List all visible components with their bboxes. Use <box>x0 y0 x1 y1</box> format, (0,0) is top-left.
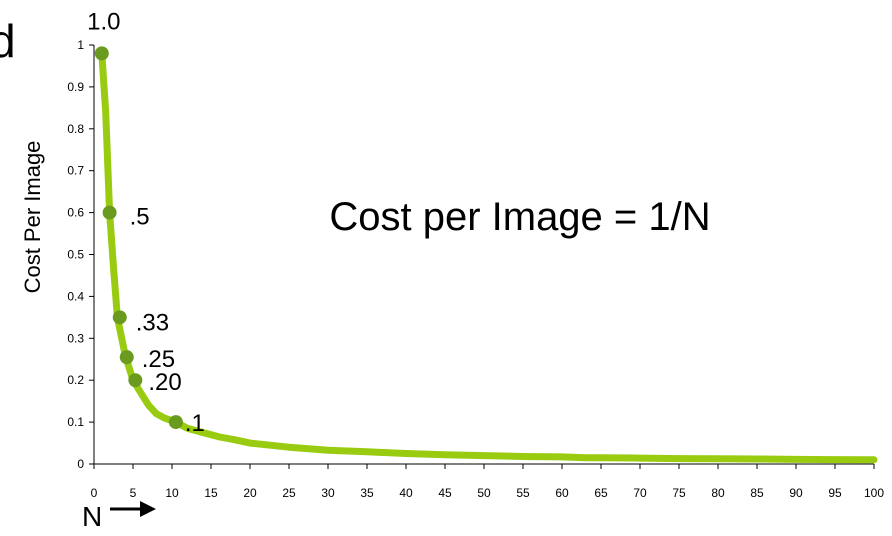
x-tick-label: 5 <box>130 486 137 500</box>
formula-annotation: Cost per Image = 1/N <box>329 195 710 239</box>
y-tick-label: 1 <box>77 38 84 52</box>
data-label: .20 <box>148 369 181 396</box>
x-tick-label: 90 <box>789 486 803 500</box>
x-tick-label: 75 <box>672 486 686 500</box>
x-tick-label: 10 <box>165 486 179 500</box>
data-label: .5 <box>130 204 150 231</box>
data-point <box>94 46 109 61</box>
x-tick-label: 65 <box>594 486 608 500</box>
data-point <box>119 350 134 365</box>
y-tick-label: 0.2 <box>67 373 84 387</box>
x-tick-label: 35 <box>360 486 374 500</box>
right-arrow-icon <box>110 501 156 517</box>
data-point <box>102 205 117 220</box>
x-tick-label: 85 <box>750 486 764 500</box>
data-point <box>128 373 143 388</box>
fragment-text: d <box>0 15 16 67</box>
x-tick-label: 20 <box>243 486 257 500</box>
series-line <box>98 49 878 464</box>
y-tick-label: 0.7 <box>67 164 84 178</box>
x-tick-label: 55 <box>516 486 530 500</box>
data-label: 1.0 <box>87 8 120 35</box>
data-label: .1 <box>185 410 205 437</box>
y-tick-label: 0.3 <box>67 331 84 345</box>
x-tick-label: 0 <box>91 486 98 500</box>
x-tick-label: 50 <box>477 486 491 500</box>
data-point <box>112 310 127 325</box>
y-axis-label: Cost Per Image <box>20 141 45 294</box>
x-tick-label: 95 <box>828 486 842 500</box>
x-tick-label: 40 <box>399 486 413 500</box>
data-point <box>168 415 183 430</box>
y-tick-label: 0.4 <box>67 289 84 303</box>
x-tick-label: 25 <box>282 486 296 500</box>
data-label: .25 <box>142 346 175 373</box>
x-tick-label: 70 <box>633 486 647 500</box>
x-tick-label: 45 <box>438 486 452 500</box>
x-tick-label: 15 <box>204 486 218 500</box>
y-tick-label: 0.6 <box>67 206 84 220</box>
x-tick-label: 60 <box>555 486 569 500</box>
y-tick-label: 0 <box>77 457 84 471</box>
y-tick-label: 0.8 <box>67 122 84 136</box>
y-tick-label: 0.9 <box>67 80 84 94</box>
y-tick-label: 0.1 <box>67 415 84 429</box>
x-axis-n-label: N <box>82 501 103 532</box>
x-tick-label: 30 <box>321 486 335 500</box>
y-tick-label: 0.5 <box>67 248 84 262</box>
data-label: .33 <box>136 309 169 336</box>
x-tick-label: 80 <box>711 486 725 500</box>
x-tick-label: 100 <box>864 486 884 500</box>
